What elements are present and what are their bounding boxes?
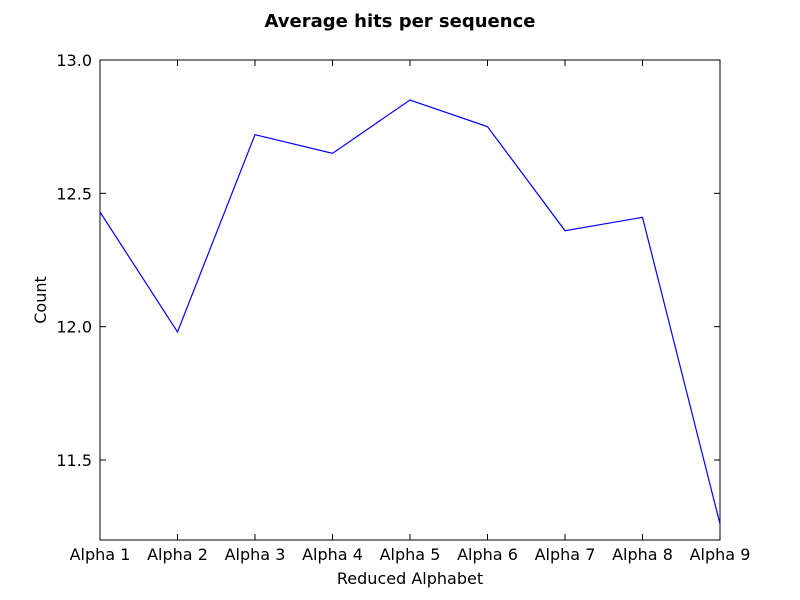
plot-area: 11.5 12.0 12.5 13.0 Alpha 1 Alpha 2 Alpha 3 Alp… (56, 51, 750, 564)
x-tick-label: Alpha 1 (70, 545, 131, 564)
x-tick-label: Alpha 2 (147, 545, 208, 564)
x-tick-label: Alpha 9 (690, 545, 751, 564)
axes-frame (99, 59, 721, 541)
series-line (99, 99, 721, 525)
x-tick-label: Alpha 3 (225, 545, 286, 564)
x-tick-label: Alpha 8 (612, 545, 673, 564)
y-axis-label: Count (31, 276, 50, 324)
y-tick-label: 12.5 (56, 184, 92, 203)
y-tick-label: 13.0 (56, 51, 92, 70)
chart-title: Average hits per sequence (265, 11, 536, 32)
x-tick-label: Alpha 6 (457, 545, 518, 564)
x-tick-label: Alpha 4 (302, 545, 363, 564)
y-tick-label: 11.5 (56, 451, 92, 470)
x-axis-label: Reduced Alphabet (337, 569, 483, 588)
x-tick-label: Alpha 7 (535, 545, 596, 564)
x-tick-label: Alpha 5 (380, 545, 441, 564)
y-tick-label: 12.0 (56, 318, 92, 337)
